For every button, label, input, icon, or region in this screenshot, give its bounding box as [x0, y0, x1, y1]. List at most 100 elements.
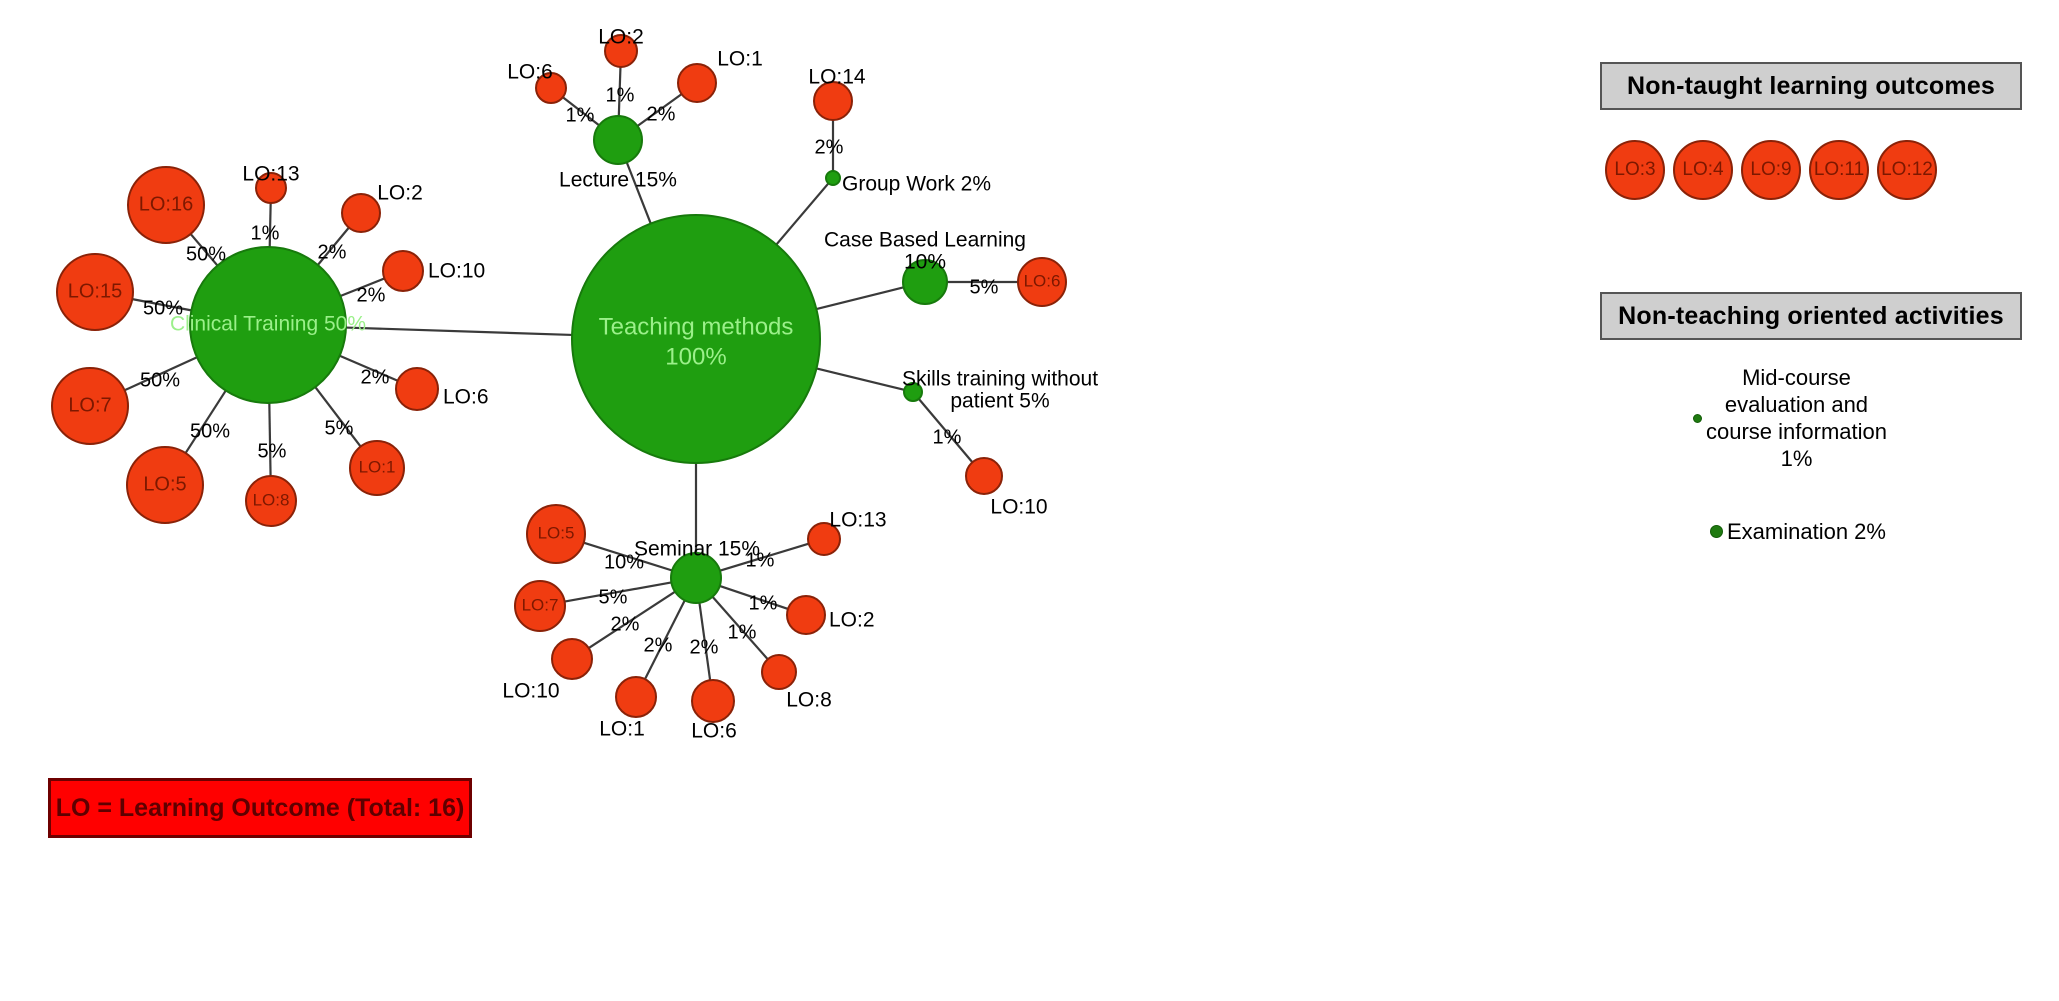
center-node-value: 100%	[665, 343, 726, 370]
non-teaching-activity-0[interactable]: Mid-course evaluation and course informati…	[1693, 364, 1943, 472]
edge-seminar-to-outcome-21	[711, 596, 769, 660]
edge-clinical-training-to-outcome-9	[339, 354, 399, 382]
node-outcome-LO7-2[interactable]	[51, 367, 129, 445]
node-outcome-LO1-19[interactable]	[615, 676, 657, 718]
edge-center-to-skills-training	[816, 367, 905, 391]
node-outcome-LO16-0[interactable]	[127, 166, 205, 244]
pct-outcome-13: 2%	[815, 136, 844, 158]
edge-seminar-to-outcome-19	[644, 599, 686, 680]
node-skills-training[interactable]	[903, 382, 923, 402]
label-outcome-18: LO:10	[502, 680, 559, 703]
non-taught-outcome-LO4[interactable]: LO:4	[1673, 140, 1733, 200]
label-outcome-20: LO:6	[691, 720, 737, 743]
non-taught-outcome-label: LO:9	[1750, 159, 1792, 180]
non-teaching-activity-1[interactable]: Examination 2%	[1710, 518, 1960, 545]
label-seminar: Seminar 15%	[634, 538, 760, 561]
pct-outcome-9: 2%	[361, 366, 390, 388]
node-group-work[interactable]	[825, 170, 841, 186]
node-seminar[interactable]	[670, 552, 722, 604]
non-taught-outcome-LO12[interactable]: LO:12	[1877, 140, 1937, 200]
node-outcome-LO1-12[interactable]	[677, 63, 717, 103]
pct-outcome-4: 5%	[258, 440, 287, 462]
label-outcome-5: LO:1	[359, 457, 396, 476]
node-case-based-learning[interactable]	[902, 259, 948, 305]
pct-outcome-6: 1%	[251, 222, 280, 244]
label-outcome-10: LO:6	[507, 61, 553, 84]
node-outcome-LO13-6[interactable]	[255, 172, 287, 204]
pct-outcome-19: 2%	[644, 634, 673, 656]
label-outcome-23: LO:13	[829, 509, 886, 532]
label-outcome-0: LO:16	[139, 193, 193, 215]
label-case-based-learning: Case Based Learning	[824, 229, 1026, 252]
label-outcome-16: LO:5	[538, 523, 575, 542]
pct-outcome-20: 2%	[690, 636, 719, 658]
label-outcome-3: LO:5	[143, 473, 186, 495]
node-teaching-methods[interactable]	[571, 214, 821, 464]
non-taught-outcome-label: LO:11	[1813, 159, 1865, 180]
label-clinical-training: Clinical Training 50%	[170, 313, 366, 336]
edge-clinical-training-to-outcome-4	[268, 402, 272, 477]
node-outcome-LO5-3[interactable]	[126, 446, 204, 524]
pct-outcome-3: 50%	[190, 420, 230, 442]
non-taught-outcome-LO9[interactable]: LO:9	[1741, 140, 1801, 200]
node-outcome-LO6-9[interactable]	[395, 367, 439, 411]
center-node-label: Teaching methods	[599, 313, 794, 340]
non-taught-outcome-label: LO:3	[1614, 159, 1656, 180]
node-outcome-LO8-4[interactable]	[245, 475, 297, 527]
edge-clinical-training-to-outcome-0	[189, 233, 219, 267]
node-outcome-LO2-7[interactable]	[341, 193, 381, 233]
label-outcome-21: LO:8	[786, 689, 832, 712]
value-case-based-learning: 10%	[904, 251, 946, 274]
node-outcome-LO10-15[interactable]	[965, 457, 1003, 495]
edge-layer	[124, 66, 1018, 681]
label-outcome-9: LO:6	[443, 386, 489, 409]
edge-seminar-to-outcome-22	[719, 584, 789, 610]
node-outcome-LO14-13[interactable]	[813, 81, 853, 121]
label-outcome-8: LO:10	[428, 260, 485, 283]
edge-lecture-to-outcome-12	[636, 93, 683, 127]
pct-outcome-14: 5%	[970, 276, 999, 298]
edge-clinical-training-to-outcome-7	[316, 226, 350, 266]
non-taught-outcome-label: LO:12	[1881, 159, 1933, 180]
node-outcome-LO10-18[interactable]	[551, 638, 593, 680]
node-outcome-LO6-10[interactable]	[535, 72, 567, 104]
edge-seminar-to-outcome-20	[698, 602, 712, 681]
edge-lecture-to-outcome-11	[617, 66, 622, 117]
node-outcome-LO2-22[interactable]	[786, 595, 826, 635]
node-outcome-LO6-20[interactable]	[691, 679, 735, 723]
node-outcome-LO2-11[interactable]	[604, 34, 638, 68]
edge-seminar-to-outcome-17	[564, 581, 672, 603]
pct-outcome-16: 10%	[604, 551, 644, 573]
node-outcome-LO15-1[interactable]	[56, 253, 134, 331]
pct-outcome-10: 1%	[566, 104, 595, 126]
non-taught-outcome-LO11[interactable]: LO:11	[1809, 140, 1869, 200]
node-outcome-LO6-14[interactable]	[1017, 257, 1067, 307]
node-outcome-LO7-17[interactable]	[514, 580, 566, 632]
non-teaching-activity-label: Mid-course evaluation and course informati…	[1706, 365, 1887, 471]
label-outcome-4: LO:8	[253, 490, 290, 509]
activity-dot-icon	[1693, 413, 1702, 423]
non-taught-outcome-LO3[interactable]: LO:3	[1605, 140, 1665, 200]
label-outcome-7: LO:2	[377, 182, 423, 205]
pct-outcome-5: 5%	[325, 417, 354, 439]
edge-skills-training-to-outcome-15	[917, 398, 974, 463]
pct-outcome-0: 50%	[186, 243, 226, 265]
node-outcome-LO13-23[interactable]	[807, 522, 841, 556]
value-skills-training: patient 5%	[950, 390, 1049, 413]
edge-center-to-lecture	[625, 161, 652, 224]
pct-outcome-18: 2%	[611, 613, 640, 635]
node-outcome-LO1-5[interactable]	[349, 440, 405, 496]
pct-outcome-15: 1%	[933, 426, 962, 448]
node-lecture[interactable]	[593, 115, 643, 165]
node-outcome-LO8-21[interactable]	[761, 654, 797, 690]
label-outcome-14: LO:6	[1024, 271, 1061, 290]
edge-seminar-to-outcome-23	[719, 542, 810, 572]
node-outcome-LO5-16[interactable]	[526, 504, 586, 564]
label-outcome-15: LO:10	[990, 496, 1047, 519]
node-clinical-training[interactable]	[189, 246, 347, 404]
node-outcome-LO10-8[interactable]	[382, 250, 424, 292]
label-outcome-19: LO:1	[599, 718, 645, 741]
label-skills-training: Skills training without	[902, 368, 1098, 391]
